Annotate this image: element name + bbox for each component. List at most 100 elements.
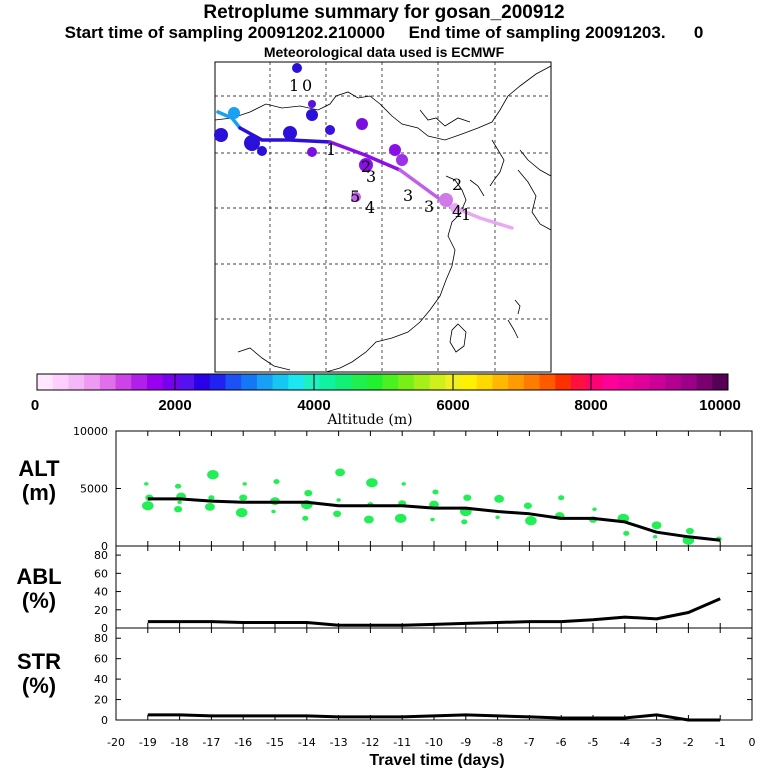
alt-cluster-point [432, 489, 439, 495]
alt-cluster-point [685, 527, 694, 535]
x-tick-label: -7 [524, 736, 535, 749]
trajectory-label: 0 [302, 76, 312, 95]
x-tick-label: -13 [330, 736, 348, 749]
met-data-note: Meteorological data used is ECMWF [263, 44, 505, 60]
sampling-time-subtitle: Start time of sampling 20091202.210000 E… [64, 23, 704, 42]
map-panel: 1 0 1 2 3 5 4 3 2 3 4 1 [214, 61, 552, 373]
altitude-colorbar [36, 373, 729, 391]
colorbar-swatch [570, 374, 588, 390]
alt-cluster-point [463, 494, 472, 501]
colorbar-swatch [665, 374, 682, 390]
y-tick-label: 5000 [80, 483, 108, 496]
x-tick-label: -10 [425, 736, 443, 749]
x-tick-label: -20 [107, 736, 125, 749]
alt-axis-title: ALT (m) [4, 457, 74, 505]
colorbar-swatch [194, 374, 211, 390]
alt-cluster-point [175, 483, 182, 489]
alt-cluster-point [239, 494, 248, 501]
str-axis-unit: (%) [21, 673, 57, 698]
colorbar-swatch [398, 374, 415, 390]
colorbar-swatch [618, 374, 635, 390]
map-grid [215, 62, 551, 372]
colorbar-swatch [288, 374, 305, 390]
alt-cluster-point [205, 502, 215, 511]
alt-axis-label: ALT [18, 456, 60, 481]
x-tick-label: -8 [492, 736, 503, 749]
str-series-line [147, 713, 721, 722]
y-tick-label: 60 [94, 653, 108, 666]
abl-axis-label: ABL [16, 564, 62, 589]
alt-cluster-point [336, 498, 341, 502]
colorbar-swatch [131, 374, 148, 390]
x-tick-label: -3 [651, 736, 662, 749]
y-tick-label: 20 [94, 694, 108, 707]
panel-abl: 0 20 40 60 80 [94, 545, 753, 635]
colorbar-swatch [146, 374, 164, 390]
colorbar-swatch [335, 374, 352, 390]
colorbar-swatch [633, 374, 650, 390]
x-tick-label: -14 [298, 736, 316, 749]
colorbar-swatch [84, 374, 101, 390]
trajectory-label: 3 [403, 186, 413, 205]
alt-cluster-point [174, 506, 183, 513]
x-tick-label: -17 [202, 736, 220, 749]
colorbar-swatch [461, 374, 478, 390]
colorbar-swatch [303, 374, 321, 390]
colorbar-swatch [99, 374, 117, 390]
colorbar-swatch [696, 374, 713, 390]
x-tick-label: -19 [139, 736, 157, 749]
trajectory-label: 1 [289, 76, 299, 95]
colorbar-swatch [649, 374, 666, 390]
alt-cluster-point [495, 515, 500, 520]
y-tick-label: 80 [94, 632, 108, 645]
colorbar-swatch [712, 374, 729, 390]
colorbar-swatch [586, 374, 603, 390]
x-tick-label: -5 [588, 736, 599, 749]
alt-cluster-point [558, 495, 565, 501]
alt-cluster-point [366, 478, 378, 488]
str-axis-title: STR (%) [4, 650, 74, 698]
x-tick-label: -2 [683, 736, 694, 749]
trajectory-label: 5 [350, 187, 360, 206]
alt-cluster-point [271, 509, 276, 514]
trajectory-label: 1 [326, 140, 336, 159]
colorbar-swatch [52, 374, 69, 390]
colorbar-swatch [256, 374, 274, 390]
alt-cluster-point [494, 494, 504, 503]
alt-cluster-point [652, 535, 658, 539]
x-tick-label: -15 [266, 736, 284, 749]
x-tick-label: -4 [619, 736, 630, 749]
colorbar-swatch [602, 374, 619, 390]
alt-cluster-point [461, 519, 468, 525]
map-coastlines [214, 65, 552, 373]
alt-cluster-point [242, 482, 247, 486]
colorbar-swatch [366, 374, 383, 390]
colorbar-swatch [115, 374, 132, 390]
colorbar-swatch [476, 374, 493, 390]
trajectory-label: 4 [365, 198, 375, 217]
trajectory-cluster-dots [214, 63, 460, 213]
colorbar-tick-label: 4000 [297, 397, 330, 414]
alt-cluster-point [430, 517, 435, 522]
alt-cluster-point [235, 508, 248, 518]
panel-frame [115, 545, 753, 629]
colorbar-frame [36, 373, 729, 391]
y-tick-label: 60 [94, 567, 108, 580]
colorbar-swatch [209, 374, 226, 390]
trajectory-label: 4 [452, 202, 462, 221]
x-tick-label: -6 [556, 736, 567, 749]
y-tick-label: 10000 [73, 425, 108, 438]
y-tick-label: 40 [94, 586, 108, 599]
colorbar-swatch [178, 374, 195, 390]
abl-axis-unit: (%) [21, 588, 57, 613]
colorbar-swatch [272, 374, 289, 390]
x-tick-label: -9 [460, 736, 471, 749]
alt-cluster-point [207, 470, 219, 480]
colorbar-swatch [539, 374, 556, 390]
colorbar-swatch [68, 374, 85, 390]
trajectory-label: 2 [452, 175, 462, 194]
abl-axis-title: ABL (%) [4, 565, 74, 613]
x-tick-label: -1 [715, 736, 726, 749]
colorbar-swatch [555, 374, 572, 390]
alt-cluster-point [273, 479, 280, 485]
